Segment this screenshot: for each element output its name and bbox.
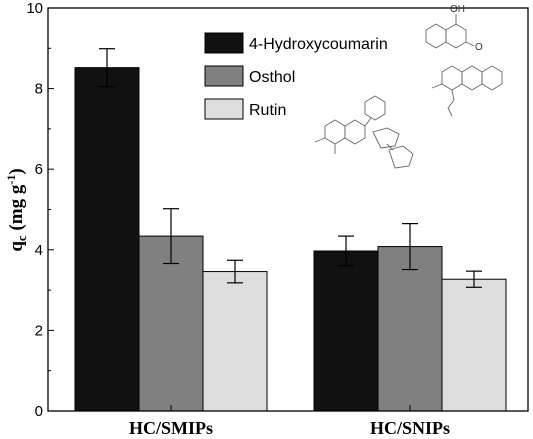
legend-item-1: 4-Hydroxycoumarin <box>204 32 388 54</box>
y-axis-label-unit: (mg g <box>6 184 27 235</box>
legend-swatch-1 <box>204 32 244 54</box>
error-bar-1-2 <box>163 208 179 265</box>
rutin-structure-icon <box>314 95 414 169</box>
legend-item-2: Osthol <box>204 65 295 87</box>
legend-label-2: Osthol <box>249 69 295 86</box>
error-bars-layer <box>99 48 482 288</box>
error-bar-1-3 <box>227 259 243 284</box>
legend-item-3: Rutin <box>204 98 286 120</box>
legend: 4-Hydroxycoumarin Osthol Rutin <box>204 32 388 120</box>
error-bar-2-3 <box>466 270 482 288</box>
hydroxycoumarin-structure-icon: OH O <box>425 4 483 53</box>
y-tick-labels-layer: 0 2 4 6 8 10 <box>26 0 43 420</box>
error-bar-2-2 <box>402 223 418 271</box>
y-ticks-layer <box>48 7 411 412</box>
category-label-2: HC/SNIPs <box>370 418 450 438</box>
y-axis-label: qc (mg g-1) <box>4 168 29 251</box>
osthol-structure-icon <box>431 65 503 117</box>
category-label-1: HC/SMIPs <box>129 418 213 438</box>
y-axis-label-close: ) <box>6 168 27 174</box>
bar-2-2 <box>377 246 443 412</box>
legend-swatch-3 <box>204 98 244 120</box>
y-axis-label-sub: c <box>14 235 29 241</box>
y-tick-label-4: 6 <box>35 161 43 178</box>
bars-layer <box>74 67 507 412</box>
y-tick-label-1: 0 <box>35 403 43 420</box>
error-bar-2-1 <box>338 235 354 267</box>
legend-swatch-2 <box>204 65 244 87</box>
hydroxy-label: OH <box>450 4 465 15</box>
oxygen-label: O <box>475 42 483 53</box>
y-tick-label-3: 4 <box>35 242 43 259</box>
y-tick-label-5: 8 <box>35 81 43 98</box>
y-tick-label-6: 10 <box>26 0 43 17</box>
legend-label-3: Rutin <box>249 102 286 119</box>
legend-label-1: 4-Hydroxycoumarin <box>249 36 388 53</box>
bar-2-3 <box>441 278 507 412</box>
y-tick-label-2: 2 <box>35 322 43 339</box>
y-axis-label-exp: -1 <box>4 175 18 185</box>
y-axis-label-main: q <box>6 241 27 252</box>
error-bar-1-1 <box>99 48 115 88</box>
bar-1-1 <box>74 67 140 412</box>
bar-1-3 <box>202 271 268 412</box>
bar-2-1 <box>313 250 379 412</box>
category-labels-layer: HC/SMIPs HC/SNIPs <box>129 418 450 438</box>
bar-1-2 <box>138 235 204 412</box>
